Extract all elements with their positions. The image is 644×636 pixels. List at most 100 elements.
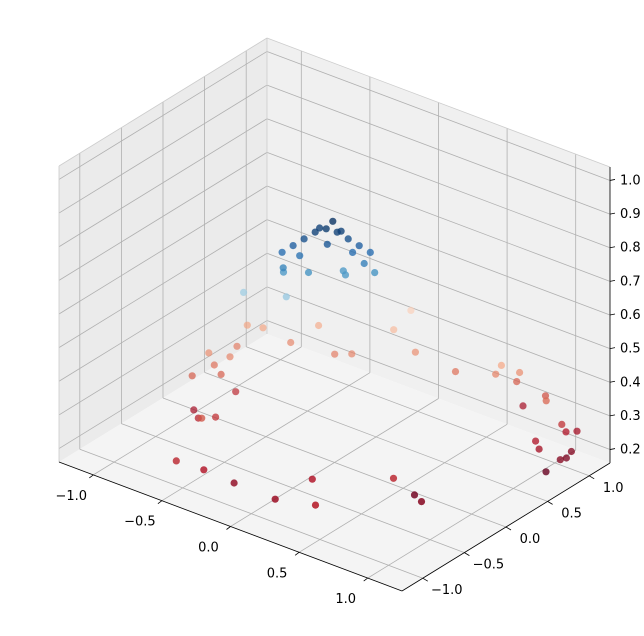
- data-point: [300, 235, 308, 243]
- data-point: [562, 454, 571, 462]
- data-point: [323, 240, 331, 248]
- z-tick-label: 0.7: [620, 274, 641, 289]
- grid-z-right-wall: [266, 219, 611, 350]
- grid-z-right-wall: [266, 151, 611, 282]
- data-point: [407, 306, 415, 314]
- data-point: [311, 228, 319, 236]
- grid-z-left-wall: [58, 84, 268, 214]
- data-point: [411, 348, 419, 356]
- grid-z-right-wall: [266, 118, 611, 249]
- data-point: [212, 413, 220, 421]
- data-point: [226, 353, 234, 361]
- data-point: [271, 495, 279, 503]
- data-point: [567, 447, 576, 456]
- data-point: [259, 324, 267, 332]
- x-tick-mark: [89, 474, 94, 479]
- x-tick-label: −0.5: [124, 515, 156, 530]
- data-point: [200, 466, 208, 474]
- data-point: [417, 498, 426, 506]
- data-point: [492, 370, 500, 378]
- grid-z-left-wall: [58, 252, 268, 382]
- y-tick-label: 1.0: [603, 481, 624, 496]
- y-tick-label: 0.5: [561, 506, 582, 521]
- x-tick-label: 1.0: [335, 592, 356, 607]
- grid-y-floor: [79, 448, 423, 579]
- data-point: [573, 427, 581, 435]
- grid-z-left-wall: [58, 51, 268, 180]
- data-point: [344, 235, 352, 243]
- x-tick-label: 0.5: [267, 566, 288, 581]
- data-point: [217, 370, 225, 378]
- grid-z-left-wall: [58, 320, 268, 449]
- data-point: [308, 475, 316, 483]
- z-tick-mark: [609, 414, 616, 417]
- data-point: [198, 414, 206, 422]
- z-tick-mark: [609, 380, 616, 383]
- data-point: [289, 242, 297, 250]
- data-point: [311, 501, 320, 509]
- z-tick-mark: [609, 347, 616, 350]
- data-point: [519, 402, 527, 410]
- data-point: [240, 288, 248, 296]
- x-tick-mark: [226, 526, 231, 530]
- y-tick-mark: [588, 475, 595, 480]
- grid-lines: [58, 50, 611, 579]
- data-point: [278, 248, 286, 256]
- data-point: [497, 361, 505, 369]
- data-point: [366, 248, 374, 256]
- y-tick-mark: [422, 577, 429, 582]
- data-point: [410, 491, 419, 499]
- data-point: [172, 457, 180, 465]
- x-tick-mark: [157, 500, 163, 505]
- data-point: [390, 326, 398, 334]
- z-tick-mark: [609, 179, 616, 181]
- z-tick-mark: [609, 313, 616, 316]
- data-point: [349, 248, 357, 256]
- data-point: [230, 479, 238, 487]
- data-point: [210, 361, 218, 369]
- grid-y-floor: [246, 346, 590, 477]
- data-point: [296, 252, 304, 260]
- data-point: [542, 468, 550, 476]
- data-point: [190, 406, 198, 414]
- data-point: [556, 456, 564, 464]
- data-point: [282, 293, 290, 301]
- grid-y-floor: [204, 372, 548, 502]
- data-point: [355, 242, 363, 250]
- data-point: [562, 428, 570, 436]
- x-tick-mark: [294, 551, 300, 556]
- data-point: [451, 368, 460, 376]
- y-tick-mark: [464, 552, 470, 556]
- data-point: [360, 259, 368, 268]
- data-point: [535, 445, 543, 453]
- data-point: [322, 225, 330, 233]
- pane-edge: [266, 37, 611, 168]
- z-tick-label: 0.3: [620, 409, 641, 424]
- x-tick-label: 0.0: [198, 541, 219, 556]
- data-point: [513, 378, 521, 386]
- grid-z-left-wall: [58, 219, 268, 348]
- data-point: [516, 368, 524, 377]
- data-point: [188, 372, 196, 380]
- data-point: [371, 269, 379, 277]
- grid-z-right-wall: [266, 286, 611, 417]
- y-tick-label: −0.5: [473, 558, 505, 573]
- x-tick-label: −1.0: [56, 489, 88, 504]
- z-tick-label: 0.4: [620, 375, 641, 390]
- grid-z-left-wall: [58, 286, 268, 416]
- data-point: [304, 268, 313, 277]
- z-tick-label: 0.5: [620, 342, 641, 357]
- data-point: [348, 350, 356, 358]
- data-point: [532, 437, 540, 445]
- data-point: [333, 228, 341, 236]
- axis-ticks: −1.0 −0.5 0.0 0.5 1.0 −1.0 −0.5 0.0 0.5 1.0 0.2 0.3…: [56, 173, 641, 607]
- grid-z-right-wall: [266, 185, 611, 316]
- grid-y-floor: [162, 397, 507, 528]
- axes-panes: [59, 38, 610, 591]
- y-tick-label: 0.0: [520, 532, 541, 547]
- z-tick-label: 0.8: [620, 241, 641, 256]
- data-point: [341, 271, 350, 279]
- data-point: [329, 217, 337, 225]
- z-tick-label: 1.0: [620, 173, 641, 188]
